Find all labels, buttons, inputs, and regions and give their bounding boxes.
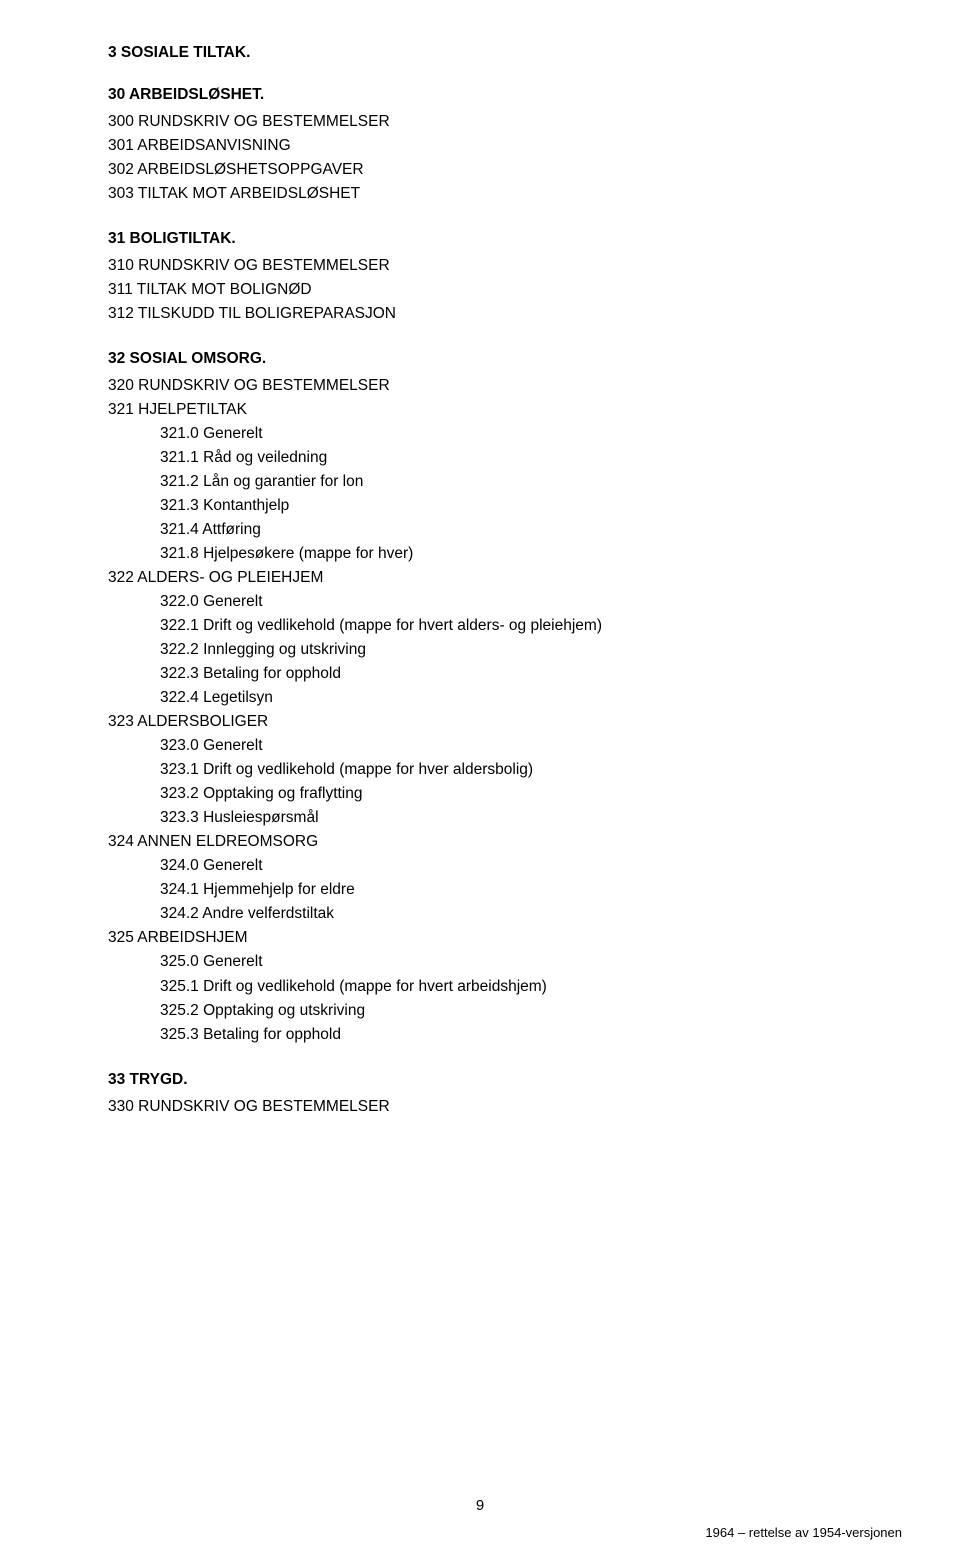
entry: 330 RUNDSKRIV OG BESTEMMELSER [108, 1095, 852, 1119]
entry: 321 HJELPETILTAK [108, 398, 852, 422]
sub-entry: 322.0 Generelt [108, 590, 852, 614]
entry: 311 TILTAK MOT BOLIGNØD [108, 278, 852, 302]
sub-entry: 322.4 Legetilsyn [108, 686, 852, 710]
sub-entry: 323.1 Drift og vedlikehold (mappe for hv… [108, 758, 852, 782]
sub-entry: 321.8 Hjelpesøkere (mappe for hver) [108, 542, 852, 566]
entry: 323 ALDERSBOLIGER [108, 710, 852, 734]
entry: 324 ANNEN ELDREOMSORG [108, 830, 852, 854]
entry: 302 ARBEIDSLØSHETSOPPGAVER [108, 158, 852, 182]
sub-entry: 323.3 Husleiespørsmål [108, 806, 852, 830]
sub-entry: 325.0 Generelt [108, 950, 852, 974]
sub-entry: 324.2 Andre velferdstiltak [108, 902, 852, 926]
sub-entry: 325.1 Drift og vedlikehold (mappe for hv… [108, 975, 852, 999]
entry: 322 ALDERS- OG PLEIEHJEM [108, 566, 852, 590]
heading-level-1: 3 SOSIALE TILTAK. [108, 44, 852, 62]
sub-entry: 323.0 Generelt [108, 734, 852, 758]
sub-entry: 325.3 Betaling for opphold [108, 1023, 852, 1047]
heading-32: 32 SOSIAL OMSORG. [108, 350, 852, 368]
document-page: 3 SOSIALE TILTAK. 30 ARBEIDSLØSHET. 300 … [0, 0, 960, 1558]
entry: 310 RUNDSKRIV OG BESTEMMELSER [108, 254, 852, 278]
sub-entry: 322.3 Betaling for opphold [108, 662, 852, 686]
entry: 320 RUNDSKRIV OG BESTEMMELSER [108, 374, 852, 398]
sub-entry: 321.0 Generelt [108, 422, 852, 446]
sub-entry: 322.2 Innlegging og utskriving [108, 638, 852, 662]
heading-33: 33 TRYGD. [108, 1071, 852, 1089]
sub-entry: 322.1 Drift og vedlikehold (mappe for hv… [108, 614, 852, 638]
sub-entry: 321.1 Råd og veiledning [108, 446, 852, 470]
sub-entry: 321.3 Kontanthjelp [108, 494, 852, 518]
sub-entry: 325.2 Opptaking og utskriving [108, 999, 852, 1023]
sub-entry: 321.4 Attføring [108, 518, 852, 542]
sub-entry: 324.0 Generelt [108, 854, 852, 878]
sub-entry: 321.2 Lån og garantier for lon [108, 470, 852, 494]
heading-31: 31 BOLIGTILTAK. [108, 230, 852, 248]
entry: 325 ARBEIDSHJEM [108, 926, 852, 950]
entry: 300 RUNDSKRIV OG BESTEMMELSER [108, 110, 852, 134]
entry: 303 TILTAK MOT ARBEIDSLØSHET [108, 182, 852, 206]
entry: 301 ARBEIDSANVISNING [108, 134, 852, 158]
sub-entry: 323.2 Opptaking og fraflytting [108, 782, 852, 806]
page-number: 9 [0, 1497, 960, 1514]
footer-version-note: 1964 – rettelse av 1954-versjonen [705, 1525, 902, 1540]
entry: 312 TILSKUDD TIL BOLIGREPARASJON [108, 302, 852, 326]
heading-30: 30 ARBEIDSLØSHET. [108, 86, 852, 104]
sub-entry: 324.1 Hjemmehjelp for eldre [108, 878, 852, 902]
